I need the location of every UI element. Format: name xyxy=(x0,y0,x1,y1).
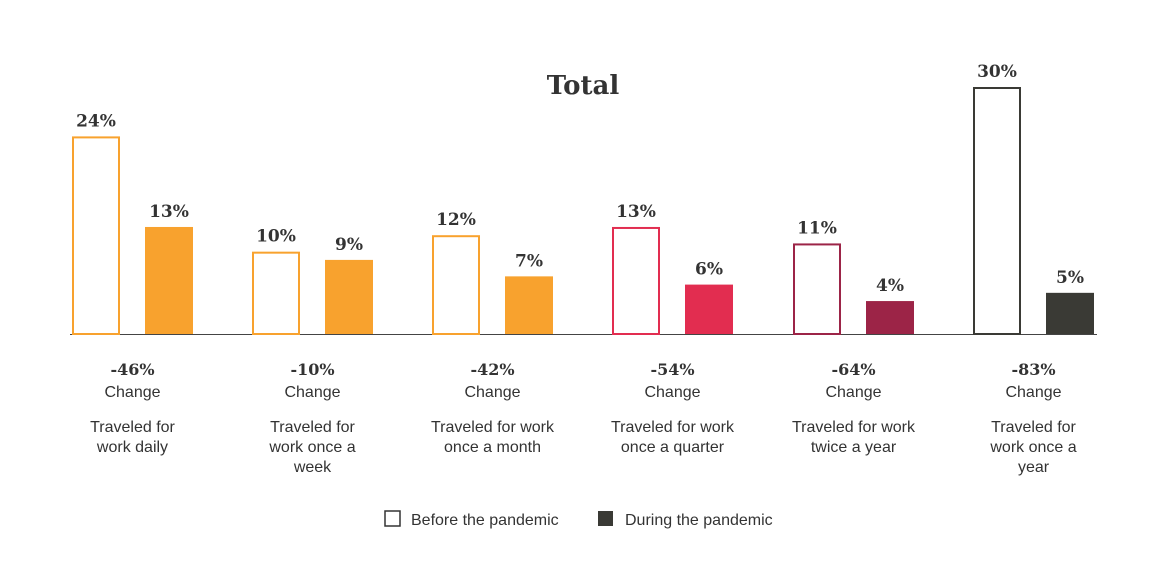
category-label: Traveled for xyxy=(90,419,175,436)
bar-during xyxy=(325,259,373,334)
data-label-during: 7% xyxy=(515,251,543,271)
bar-before xyxy=(973,87,1021,335)
bar-during xyxy=(1046,292,1094,334)
change-label: Change xyxy=(1005,384,1061,401)
legend-label-before: Before the pandemic xyxy=(411,512,559,529)
change-value: -54% xyxy=(650,360,694,379)
legend-label-during: During the pandemic xyxy=(625,512,773,529)
change-value: -83% xyxy=(1011,360,1055,379)
data-label-before: 13% xyxy=(616,202,656,222)
category-label: Traveled for work xyxy=(611,419,735,436)
bar-during xyxy=(866,301,914,334)
data-label-during: 9% xyxy=(335,235,363,255)
change-value: -64% xyxy=(831,360,875,379)
change-label: Change xyxy=(464,384,520,401)
change-value: -42% xyxy=(470,360,514,379)
category-label: week xyxy=(293,459,332,476)
category-label: once a month xyxy=(444,439,541,456)
bar-during xyxy=(505,276,553,334)
data-label-during: 13% xyxy=(149,202,189,222)
category-label: year xyxy=(1018,459,1050,476)
bar-before xyxy=(252,251,300,336)
change-label: Change xyxy=(825,384,881,401)
data-label-before: 12% xyxy=(436,210,476,230)
bar-during xyxy=(145,226,193,334)
category-label: Traveled for xyxy=(991,419,1076,436)
data-label-during: 5% xyxy=(1056,268,1084,288)
bar-before xyxy=(793,243,841,335)
category-label: work once a xyxy=(268,439,355,456)
change-label: Change xyxy=(284,384,340,401)
change-value: -46% xyxy=(110,360,154,379)
bar-before xyxy=(72,136,120,335)
data-label-during: 6% xyxy=(695,260,723,280)
change-label: Change xyxy=(644,384,700,401)
category-label: once a quarter xyxy=(621,439,725,456)
category-label: work daily xyxy=(96,439,168,456)
category-label: Traveled for work xyxy=(792,419,916,436)
category-label: Traveled for work xyxy=(431,419,555,436)
change-label: Change xyxy=(104,384,160,401)
data-label-before: 11% xyxy=(797,218,837,238)
change-value: -10% xyxy=(290,360,334,379)
category-label: Traveled for xyxy=(270,419,355,436)
category-label: work once a xyxy=(989,439,1076,456)
data-label-before: 30% xyxy=(977,62,1017,82)
chart-title: Total xyxy=(547,71,620,101)
bar-during xyxy=(685,284,733,334)
bar-before xyxy=(432,235,480,335)
bar-before xyxy=(612,226,660,335)
category-label: twice a year xyxy=(811,439,897,456)
data-label-during: 4% xyxy=(876,276,904,296)
data-label-before: 10% xyxy=(256,227,296,247)
data-label-before: 24% xyxy=(76,111,116,131)
legend-swatch-during xyxy=(598,511,613,526)
legend-swatch-before xyxy=(384,510,401,527)
